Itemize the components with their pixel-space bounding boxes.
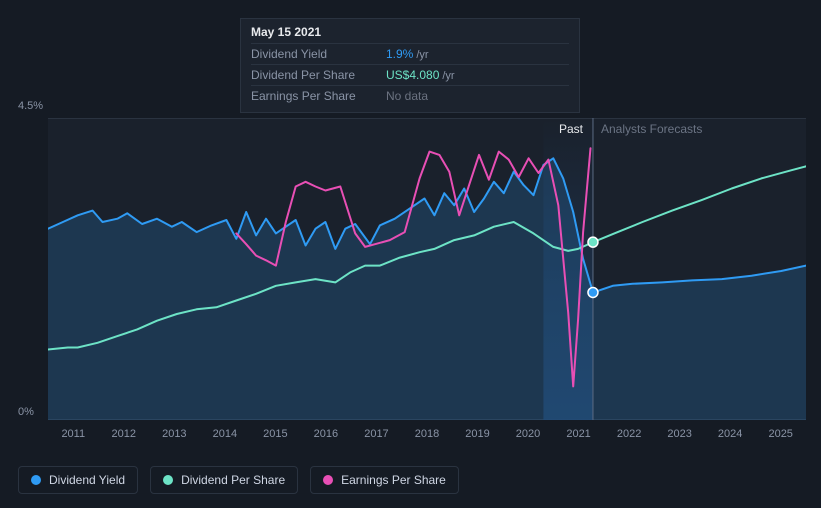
section-label-forecast: Analysts Forecasts [601,122,702,136]
y-axis-min: 0% [18,406,34,418]
chart-svg [48,118,806,420]
legend-label: Earnings Per Share [341,473,446,487]
tooltip-row: Dividend Per ShareUS$4.080/yr [251,64,569,85]
tooltip-label: Earnings Per Share [251,89,386,103]
legend-label: Dividend Per Share [181,473,285,487]
x-tick: 2017 [351,428,402,440]
tooltip-row: Dividend Yield1.9%/yr [251,43,569,64]
tooltip-label: Dividend Per Share [251,68,386,82]
legend-item[interactable]: Dividend Per Share [150,466,298,494]
x-tick: 2016 [301,428,352,440]
legend-item[interactable]: Earnings Per Share [310,466,459,494]
x-tick: 2018 [402,428,453,440]
legend-dot [323,475,333,485]
x-tick: 2019 [452,428,503,440]
legend-dot [163,475,173,485]
x-tick: 2014 [200,428,251,440]
x-axis-labels: 2011201220132014201520162017201820192020… [48,428,806,440]
x-tick: 2012 [99,428,150,440]
tooltip-date: May 15 2021 [251,25,569,39]
x-tick: 2022 [604,428,655,440]
x-tick: 2020 [503,428,554,440]
tooltip-row: Earnings Per ShareNo data [251,85,569,106]
x-tick: 2011 [48,428,99,440]
tooltip-label: Dividend Yield [251,47,386,61]
section-label-past: Past [559,122,583,136]
chart-legend: Dividend Yield Dividend Per Share Earnings… [18,466,459,494]
x-tick: 2015 [250,428,301,440]
tooltip-value: 1.9%/yr [386,47,429,61]
x-tick: 2024 [705,428,756,440]
chart-container: 4.5% 0% Past Analysts Forecasts 20112012… [18,100,806,440]
x-tick: 2021 [553,428,604,440]
x-tick: 2023 [654,428,705,440]
legend-label: Dividend Yield [49,473,125,487]
y-axis-max: 4.5% [18,100,43,112]
chart-plot-area[interactable]: Past Analysts Forecasts [48,118,806,420]
x-tick: 2025 [755,428,806,440]
legend-item[interactable]: Dividend Yield [18,466,138,494]
chart-tooltip: May 15 2021 Dividend Yield1.9%/yrDividen… [240,18,580,113]
chart-section-labels: Past Analysts Forecasts [559,122,702,136]
tooltip-value: US$4.080/yr [386,68,455,82]
tooltip-value: No data [386,89,428,103]
legend-dot [31,475,41,485]
x-tick: 2013 [149,428,200,440]
